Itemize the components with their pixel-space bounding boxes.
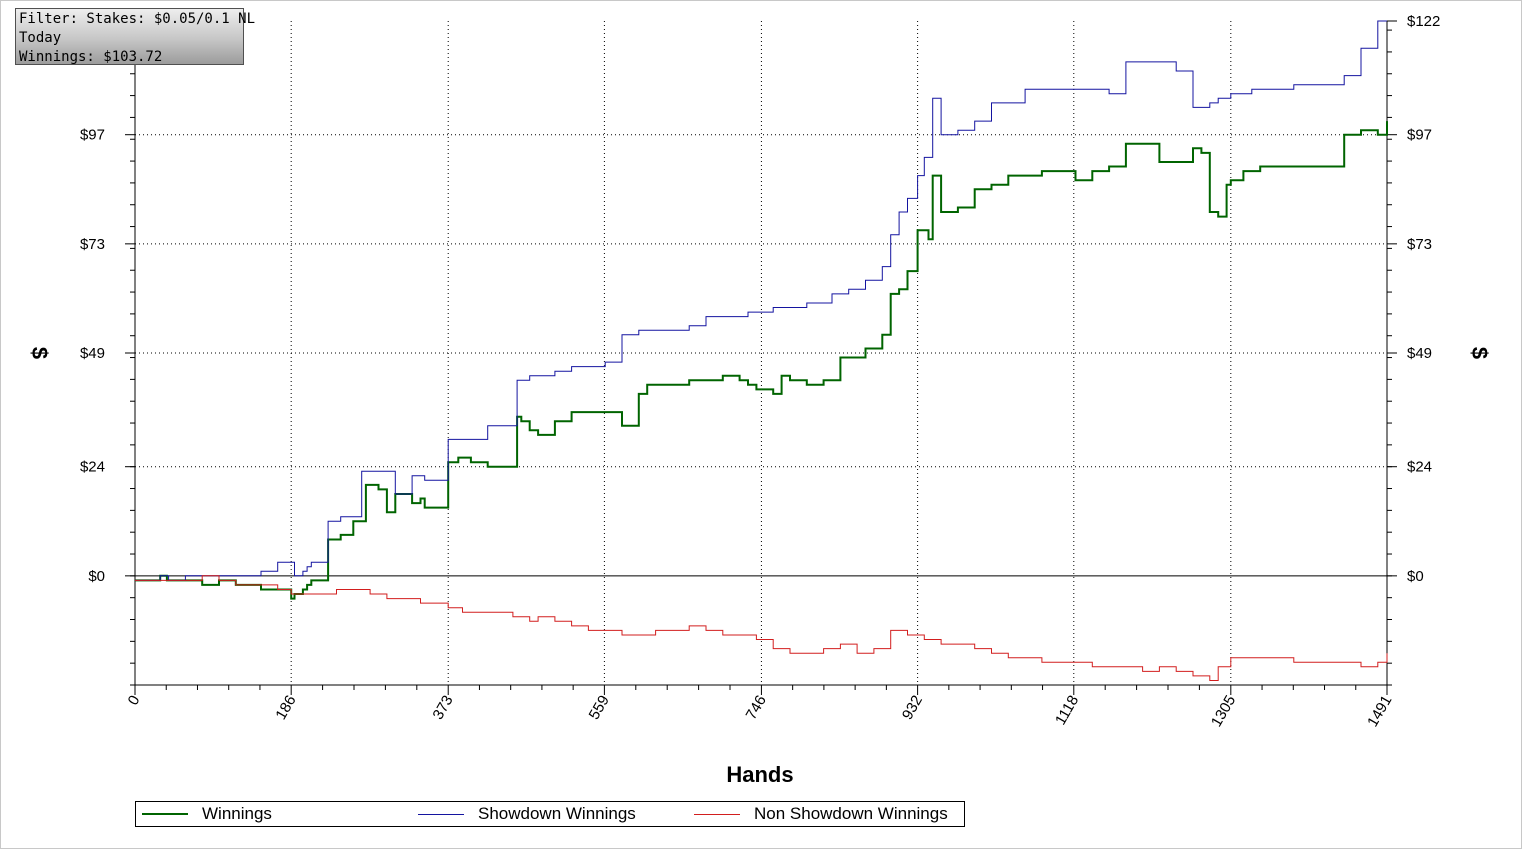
x-tick-label: 0	[125, 693, 144, 709]
legend-item-non-showdown: Non Showdown Winnings	[694, 802, 948, 826]
filter-info-box: Filter: Stakes: $0.05/0.1 NL Today Winni…	[15, 8, 256, 65]
x-tick-label: 373	[429, 693, 456, 723]
y-tick-label-left: $97	[80, 127, 105, 144]
y-axis-title-left: $	[27, 347, 52, 359]
legend-swatch-winnings	[142, 813, 188, 815]
y-tick-label-left: $24	[80, 459, 105, 476]
grid-layer	[135, 21, 1387, 685]
legend-label-winnings: Winnings	[202, 804, 272, 823]
x-tick-label: 186	[272, 693, 299, 723]
y-tick-label-left: $73	[80, 236, 105, 253]
series-line-showdown	[135, 20, 1387, 581]
x-axis-title: Hands	[726, 762, 793, 787]
legend-label-showdown: Showdown Winnings	[478, 804, 636, 823]
legend-item-showdown: Showdown Winnings	[418, 802, 636, 826]
legend-swatch-showdown	[418, 813, 464, 815]
legend-label-non-showdown: Non Showdown Winnings	[754, 804, 948, 823]
x-tick-label: 1118	[1052, 693, 1082, 728]
filter-stakes-text: Filter: Stakes: $0.05/0.1 NL	[19, 11, 256, 27]
x-tick-label: 932	[899, 693, 926, 723]
x-tick-label: 1305	[1208, 693, 1239, 730]
y-tick-label-right: $24	[1407, 459, 1432, 476]
filter-period-text: Today	[19, 30, 62, 46]
series-line-non-showdown	[135, 575, 1388, 681]
y-tick-label-right: $0	[1407, 568, 1424, 585]
y-tick-label-right: $73	[1407, 236, 1432, 253]
series-layer	[135, 20, 1388, 681]
legend-item-winnings: Winnings	[142, 802, 272, 826]
x-tick-label: 746	[743, 693, 770, 723]
legend-swatch-non-showdown	[694, 813, 740, 815]
series-line-winnings	[135, 121, 1388, 600]
y-tick-label-left: $0	[88, 568, 105, 585]
y-tick-label-right: $49	[1407, 345, 1432, 362]
x-tick-label: 559	[586, 693, 613, 723]
tick-label-layer: 0 186 373 559 746 932 1118 1305 1491 $0 $24 $49 $73 $…	[80, 13, 1440, 730]
y-tick-label-left: $49	[80, 345, 105, 362]
filter-winnings-text: Winnings: $103.72	[19, 49, 163, 65]
y-axis-title-right: $	[1467, 347, 1492, 359]
axis-layer	[125, 20, 1397, 695]
x-tick-label: 1491	[1364, 693, 1395, 730]
chart-legend: Winnings Showdown Winnings Non Showdown …	[135, 801, 965, 827]
y-tick-label-right: $97	[1407, 127, 1432, 144]
y-tick-label-right: $122	[1407, 13, 1440, 30]
